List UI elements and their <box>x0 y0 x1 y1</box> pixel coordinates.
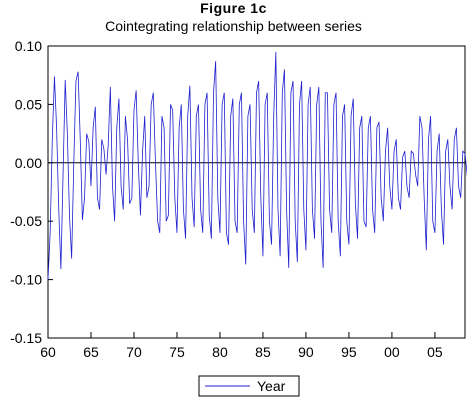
legend-label: Year <box>257 378 286 394</box>
y-tick-label: -0.05 <box>10 213 42 229</box>
y-tick-label: 0.10 <box>15 38 42 54</box>
x-tick-label: 65 <box>83 344 99 360</box>
chart-title: Figure 1c <box>200 0 267 16</box>
x-tick-label: 00 <box>384 344 400 360</box>
x-tick-label: 85 <box>255 344 271 360</box>
x-tick-label: 60 <box>40 344 56 360</box>
y-tick-label: -0.15 <box>10 330 42 346</box>
x-tick-label: 70 <box>126 344 142 360</box>
y-tick-label: 0.05 <box>15 96 42 112</box>
x-tick-label: 75 <box>169 344 185 360</box>
y-axis: 0.10 0.05 0.00 -0.05 -0.10 -0.15 <box>10 38 53 346</box>
x-tick-label: 90 <box>298 344 314 360</box>
x-axis: 60 65 70 75 80 85 90 95 00 05 <box>40 332 443 360</box>
x-tick-label: 95 <box>341 344 357 360</box>
plot-area <box>47 45 467 339</box>
chart-subtitle: Cointegrating relationship between serie… <box>105 18 362 34</box>
y-tick-label: -0.10 <box>10 272 42 288</box>
x-tick-label: 80 <box>212 344 228 360</box>
y-tick-label: 0.00 <box>15 155 42 171</box>
series-line-year <box>47 51 467 280</box>
legend: Year <box>198 375 300 397</box>
x-tick-label: 05 <box>427 344 443 360</box>
